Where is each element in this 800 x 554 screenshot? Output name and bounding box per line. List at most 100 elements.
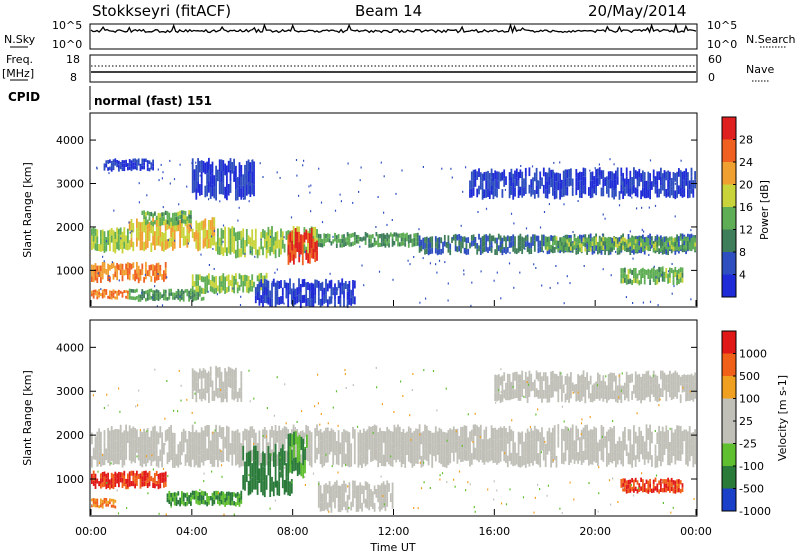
heatmap-cell (575, 177, 578, 187)
heatmap-cell (278, 481, 281, 496)
heatmap-cell (134, 473, 136, 479)
heatmap-cell (539, 455, 542, 468)
heatmap-cell (368, 438, 371, 450)
heatmap-cell (193, 432, 196, 444)
heatmap-cell (166, 211, 169, 216)
heatmap-cell (105, 244, 108, 252)
heatmap-cell (359, 453, 362, 465)
heatmap-cell (631, 177, 633, 186)
heatmap-cell (532, 430, 534, 443)
heatmap-cell (141, 432, 144, 444)
heatmap-cell (571, 436, 574, 448)
heatmap-cell (634, 431, 637, 444)
heatmap-cell (490, 177, 493, 186)
heatmap-cell (481, 191, 484, 200)
heatmap-cell (283, 426, 286, 438)
heatmap-cell (649, 274, 651, 280)
heatmap-cell (501, 375, 504, 385)
heatmap-cell (679, 267, 682, 273)
heatmap-cell (128, 481, 131, 487)
heatmap-speck (303, 447, 305, 449)
heatmap-cell (332, 453, 335, 465)
heatmap-speck (179, 163, 181, 166)
heatmap-cell (179, 290, 181, 295)
heatmap-cell (530, 428, 533, 440)
heatmap-cell (316, 229, 318, 238)
heatmap-cell (651, 273, 653, 279)
heatmap-cell (368, 492, 371, 502)
heatmap-cell (199, 184, 201, 196)
heatmap-cell (213, 455, 216, 467)
heatmap-cell (226, 188, 228, 201)
heatmap-cell (542, 372, 545, 382)
heatmap-cell (487, 235, 489, 242)
heatmap-cell (195, 239, 198, 249)
heatmap-speck (615, 250, 617, 253)
heatmap-cell (208, 238, 210, 249)
heatmap-cell (627, 279, 630, 285)
heatmap-cell (172, 296, 174, 300)
heatmap-cell (589, 429, 592, 441)
heatmap-cell (206, 501, 208, 507)
heatmap-cell (588, 442, 590, 454)
heatmap-cell (341, 501, 344, 511)
heatmap-cell (649, 245, 651, 250)
heatmap-cell (238, 432, 241, 445)
heatmap-cell (548, 439, 551, 452)
heatmap-cell (235, 378, 237, 389)
heatmap-speck (436, 271, 438, 274)
heatmap-speck (318, 483, 320, 486)
heatmap-cell (244, 461, 246, 477)
heatmap-cell (96, 478, 99, 484)
heatmap-cell (663, 443, 666, 455)
heatmap-speck (491, 245, 493, 248)
heatmap-speck (102, 255, 104, 258)
heatmap-cell (402, 236, 405, 242)
heatmap-cell (302, 452, 305, 466)
heatmap-cell (103, 481, 106, 487)
heatmap-cell (647, 428, 650, 440)
heatmap-cell (96, 501, 99, 505)
heatmap-cell (215, 386, 217, 397)
heatmap-cell (179, 497, 181, 502)
heatmap-cell (537, 372, 540, 382)
heatmap-cell (92, 264, 95, 271)
heatmap-cell (287, 433, 290, 448)
heatmap-cell (110, 472, 113, 478)
heatmap-cell (278, 248, 281, 257)
heatmap-cell (481, 439, 484, 451)
heatmap-cell (91, 498, 93, 502)
heatmap-cell (249, 438, 252, 450)
heatmap-speck (637, 487, 639, 490)
heatmap-cell (127, 483, 129, 489)
heatmap-cell (303, 432, 306, 445)
heatmap-cell (667, 170, 669, 180)
heatmap-speck (563, 302, 565, 305)
heatmap-cell (656, 384, 659, 394)
heatmap-cell (157, 268, 160, 275)
heatmap-cell (402, 241, 405, 246)
heatmap-cell (667, 430, 669, 442)
heatmap-cell (570, 427, 572, 440)
heatmap-cell (620, 185, 623, 194)
heatmap-cell (260, 284, 263, 291)
heatmap-cell (579, 171, 581, 181)
heatmap-cell (490, 247, 493, 253)
heatmap-cell (661, 450, 664, 462)
heatmap-cell (123, 160, 126, 164)
heatmap-cell (283, 280, 286, 289)
heatmap-cell (620, 441, 623, 453)
heatmap-cell (123, 290, 126, 293)
heatmap-cell (384, 502, 387, 512)
heatmap-cell (258, 246, 261, 256)
heatmap-cell (146, 472, 149, 478)
heatmap-cell (539, 389, 542, 399)
heatmap-cell (638, 247, 641, 253)
heatmap-cell (127, 166, 129, 171)
heatmap-cell (280, 237, 282, 246)
heatmap-speck (97, 272, 99, 275)
heatmap-cell (580, 441, 583, 454)
heatmap-cell (276, 430, 279, 443)
heatmap-cell (424, 243, 426, 249)
